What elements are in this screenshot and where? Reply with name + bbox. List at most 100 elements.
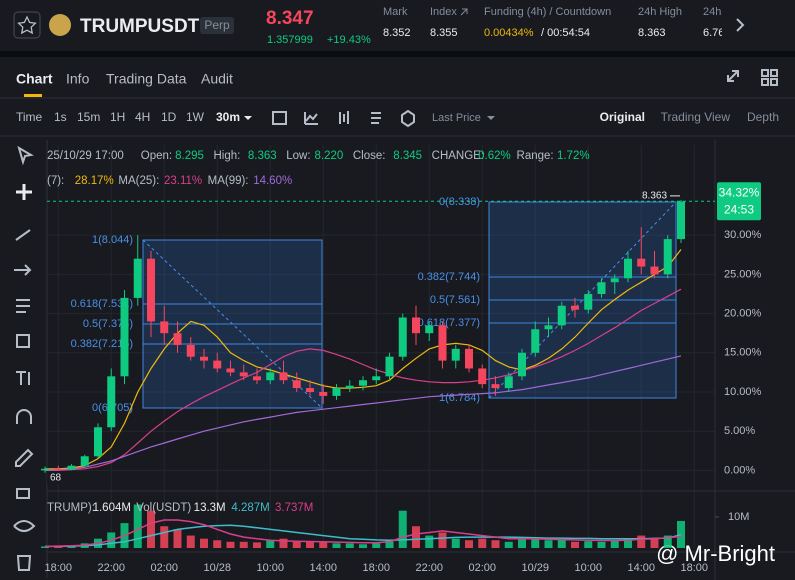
symbol[interactable]: TRUMPUSDT — [80, 16, 200, 37]
candle-body — [465, 348, 473, 369]
cursor-tool[interactable] — [17, 145, 34, 166]
y-tick-label: 0.00% — [724, 464, 755, 476]
expand-icon[interactable] — [727, 70, 739, 82]
text-tool[interactable] — [16, 371, 30, 385]
ohlc-label: CHANGE: — [432, 150, 484, 162]
volume-bar — [359, 544, 367, 548]
fib-label: 0.382(7.744) — [418, 271, 480, 283]
ohlc-value: 8.363 — [248, 150, 277, 162]
y-tick-label: 15.00% — [724, 347, 762, 359]
candle-body — [41, 468, 49, 471]
tab[interactable]: Info — [66, 71, 90, 87]
ohlc-label: Low: — [286, 150, 310, 162]
ohlc-value: 0.62% — [478, 150, 511, 162]
candle-body — [306, 388, 314, 392]
candle-body — [253, 376, 261, 381]
ohlc-value: 8.220 — [315, 150, 344, 162]
volume-bar — [544, 540, 553, 548]
ma-label: MA(99): — [208, 175, 249, 187]
stat-label: 24h High — [638, 6, 682, 18]
shape-tool[interactable] — [16, 334, 30, 348]
ma-line — [44, 355, 682, 471]
interval: Time — [16, 110, 43, 124]
volume-bar — [345, 543, 354, 548]
countdown: / 00:54:54 — [541, 27, 590, 39]
ohlc-label: Close: — [353, 150, 386, 162]
dropdown-arrow[interactable] — [487, 116, 495, 120]
interval[interactable]: 4H — [135, 110, 150, 124]
stat-value: 8.352 — [383, 27, 411, 39]
fib-tool[interactable] — [16, 299, 30, 313]
contract-badge — [200, 17, 234, 34]
x-tick-label: 14:00 — [309, 562, 337, 574]
last-price: 8.347 — [266, 8, 314, 29]
candle-body — [319, 391, 328, 396]
interval[interactable]: 30m — [216, 110, 240, 124]
ray-tool[interactable] — [14, 264, 32, 276]
crosshair-tool[interactable] — [16, 184, 32, 200]
delete-tool[interactable] — [16, 555, 32, 571]
tab[interactable]: Audit — [201, 71, 233, 87]
interval[interactable]: 1s — [54, 110, 67, 124]
countdown-label: 24:53 — [724, 202, 754, 216]
interval[interactable]: 1W — [186, 110, 205, 124]
fib-label: 0.5(7.561) — [430, 294, 480, 306]
volume-bar — [173, 529, 182, 548]
volume-bar — [584, 541, 593, 548]
price-type[interactable]: Last Price — [432, 112, 481, 124]
ohlc-time: 25/10/29 17:00 — [47, 150, 124, 162]
lock-tool[interactable] — [16, 488, 30, 499]
next-arrow[interactable] — [736, 18, 745, 32]
view-option[interactable]: Depth — [747, 110, 779, 124]
view-option[interactable]: Original — [600, 110, 645, 124]
magnet-tool[interactable] — [16, 409, 32, 424]
tab[interactable]: Trading Data — [106, 71, 187, 87]
tab[interactable]: Chart — [16, 71, 53, 87]
layout-icon[interactable] — [761, 69, 778, 86]
interval[interactable]: 1D — [161, 110, 177, 124]
fib-label: 0.5(7.374) — [83, 318, 133, 330]
candle-type-icon[interactable] — [339, 111, 349, 124]
x-tick-label: 02:00 — [150, 562, 178, 574]
indicator-icon[interactable] — [304, 112, 318, 125]
current-price-box — [717, 182, 761, 221]
volume-bar — [557, 539, 566, 548]
ohlc-value: 1.72% — [557, 150, 590, 162]
calendar-icon[interactable] — [272, 111, 287, 125]
stat-label: 24h — [703, 6, 721, 18]
settings-icon[interactable] — [401, 109, 415, 128]
volume-bar — [518, 538, 526, 548]
funding-rate: 0.00434% — [484, 27, 534, 39]
stat-value: 6.76 — [703, 27, 724, 39]
candle-body — [107, 376, 116, 428]
drawing-tools — [13, 145, 36, 571]
volume-label: Vol(USDT) — [136, 502, 191, 514]
tab-underline — [24, 94, 42, 97]
volume-bar — [160, 526, 169, 548]
template-icon[interactable] — [371, 112, 381, 124]
candle-body — [677, 201, 685, 240]
candle-body — [372, 376, 381, 381]
interval[interactable]: 1H — [110, 110, 125, 124]
candle-body — [266, 372, 275, 381]
y-tick-label: 20.00% — [724, 307, 762, 319]
volume-bar — [200, 538, 208, 548]
visibility-tool[interactable] — [13, 520, 36, 532]
candle-body — [359, 380, 367, 386]
favorite-button[interactable] — [13, 11, 41, 39]
star-icon — [17, 15, 37, 35]
y-tick-label: 30.00% — [724, 229, 762, 241]
volume-bar — [663, 535, 672, 548]
line-tool[interactable] — [15, 229, 31, 241]
dropdown-arrow[interactable] — [244, 116, 252, 120]
price-usd: 1.357999 — [267, 34, 313, 46]
current-price-label: 34.32% — [719, 185, 760, 199]
interval[interactable]: 15m — [77, 110, 100, 124]
volume-bar — [332, 543, 341, 548]
brush-tool[interactable] — [15, 448, 34, 467]
candle-body — [398, 317, 407, 357]
view-option[interactable]: Trading View — [661, 110, 731, 124]
y-tick-label: 10.00% — [724, 386, 762, 398]
